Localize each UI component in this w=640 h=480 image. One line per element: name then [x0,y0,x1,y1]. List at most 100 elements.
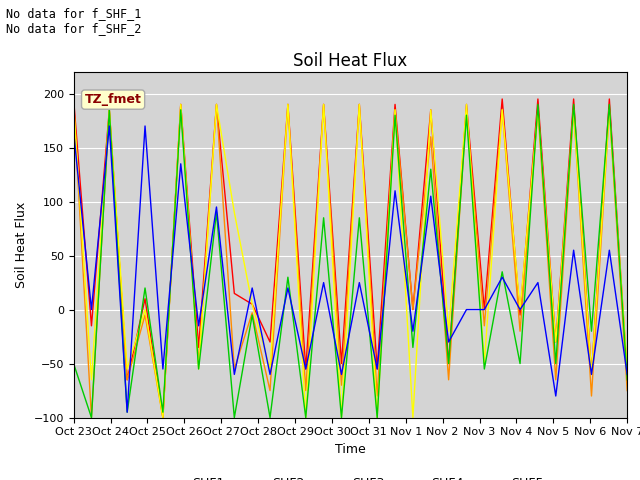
SHF3 [409,415,417,420]
Text: No data for f_SHF_2: No data for f_SHF_2 [6,22,142,35]
SHF2 [516,328,524,334]
SHF2 [409,307,417,312]
SHF1 [320,101,328,107]
SHF5 [499,274,506,280]
SHF1 [88,323,95,329]
SHF3 [177,101,184,107]
SHF2 [88,415,95,420]
SHF4 [106,107,113,113]
SHF1 [230,290,238,296]
SHF4 [481,366,488,372]
SHF3 [320,101,328,107]
SHF3 [266,366,274,372]
SHF2 [70,101,77,107]
SHF3 [588,372,595,377]
SHF4 [302,415,310,420]
SHF5 [463,307,470,312]
SHF5 [391,188,399,193]
Text: No data for f_SHF_1: No data for f_SHF_1 [6,7,142,20]
SHF1 [177,101,184,107]
SHF5 [623,372,631,377]
SHF1 [266,339,274,345]
SHF4 [284,274,292,280]
SHF4 [516,361,524,367]
SHF5 [605,247,613,253]
SHF3 [70,101,77,107]
SHF2 [266,388,274,394]
SHF1 [605,96,613,102]
SHF4 [623,377,631,383]
SHF1 [159,415,167,420]
SHF2 [499,107,506,113]
SHF4 [534,101,541,107]
SHF4 [159,409,167,415]
SHF2 [588,393,595,399]
SHF5 [570,247,577,253]
SHF4 [427,167,435,172]
SHF3 [373,415,381,420]
SHF3 [391,107,399,113]
SHF3 [481,361,488,367]
SHF3 [302,415,310,420]
Line: SHF3: SHF3 [74,104,627,418]
SHF2 [230,366,238,372]
SHF5 [195,323,202,329]
SHF5 [427,193,435,199]
SHF1 [516,312,524,318]
SHF2 [159,415,167,420]
SHF5 [588,372,595,377]
SHF5 [481,307,488,312]
SHF5 [373,366,381,372]
SHF3 [88,377,95,383]
SHF1 [248,301,256,307]
Legend: SHF1, SHF2, SHF3, SHF4, SHF5: SHF1, SHF2, SHF3, SHF4, SHF5 [152,472,549,480]
SHF1 [70,96,77,102]
SHF1 [106,107,113,113]
SHF3 [230,209,238,215]
SHF4 [338,415,346,420]
SHF5 [177,161,184,167]
SHF5 [320,280,328,286]
SHF2 [391,107,399,113]
SHF4 [373,415,381,420]
SHF3 [248,301,256,307]
Line: SHF2: SHF2 [74,104,627,418]
SHF2 [177,101,184,107]
SHF5 [248,285,256,291]
SHF5 [355,280,363,286]
SHF4 [409,345,417,350]
SHF4 [70,361,77,367]
SHF3 [124,366,131,372]
SHF3 [195,366,202,372]
SHF5 [284,285,292,291]
SHF2 [355,101,363,107]
SHF4 [177,107,184,113]
SHF5 [302,366,310,372]
SHF3 [284,101,292,107]
SHF5 [88,307,95,312]
SHF3 [338,415,346,420]
SHF2 [124,377,131,383]
SHF2 [302,388,310,394]
SHF1 [373,366,381,372]
SHF1 [463,101,470,107]
SHF4 [141,285,149,291]
SHF4 [552,361,559,367]
SHF5 [159,366,167,372]
SHF5 [445,339,452,345]
SHF3 [463,101,470,107]
SHF1 [124,377,131,383]
SHF2 [106,107,113,113]
SHF2 [212,101,220,107]
SHF5 [106,123,113,129]
Title: Soil Heat Flux: Soil Heat Flux [293,52,408,71]
SHF1 [409,307,417,312]
X-axis label: Time: Time [335,443,366,456]
Line: SHF5: SHF5 [74,126,627,412]
SHF2 [373,393,381,399]
SHF5 [212,204,220,210]
SHF5 [516,307,524,312]
SHF4 [570,101,577,107]
SHF3 [499,107,506,113]
SHF3 [605,107,613,113]
